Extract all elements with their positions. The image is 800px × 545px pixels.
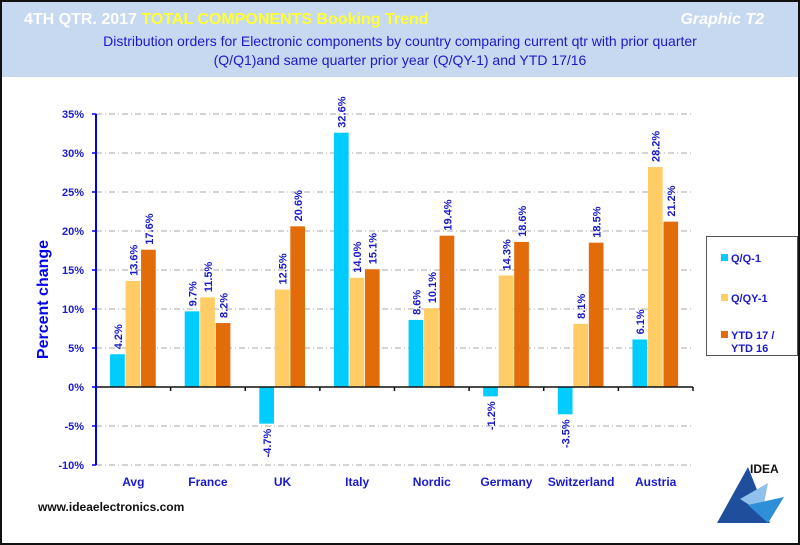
legend-label-qq1: Q/Q-1: [731, 253, 761, 265]
legend: Q/Q-1 Q/QY-1 YTD 17 / YTD 16: [706, 236, 798, 356]
y-tick-label: 0%: [68, 382, 84, 394]
y-tick-label: 5%: [68, 343, 84, 355]
legend-swatch-qqy1: [721, 294, 728, 301]
website-url[interactable]: www.ideaelectronics.com: [38, 500, 185, 514]
data-label: 21.2%: [666, 185, 678, 216]
legend-swatch-ytd: [721, 331, 728, 338]
y-tick-label: -5%: [64, 421, 84, 433]
data-label: 6.1%: [635, 309, 647, 334]
bar-2-3: [364, 269, 380, 387]
legend-item-qqy1: Q/QY-1: [721, 293, 768, 306]
bar-1-6: [573, 323, 589, 387]
title-highlight: TOTAL COMPONENTS Booking Trend: [141, 11, 429, 28]
data-label: 18.6%: [517, 206, 529, 237]
data-label: 20.6%: [293, 190, 305, 221]
data-label: 18.5%: [592, 206, 604, 237]
subtitle-line-2: (Q/Q1)and same quarter prior year (Q/QY-…: [213, 52, 587, 68]
data-label: 28.2%: [651, 131, 663, 162]
data-label: -4.7%: [262, 428, 274, 457]
data-label: 4.2%: [113, 324, 125, 349]
y-tick-label: 30%: [62, 148, 84, 160]
legend-item-ytd: YTD 17 / YTD 16: [721, 330, 774, 356]
bar-2-1: [215, 323, 231, 387]
x-tick-label: France: [188, 475, 228, 489]
data-label: 14.3%: [501, 239, 513, 270]
bar-0-3: [333, 132, 349, 387]
bar-0-0: [110, 354, 125, 387]
logo-text: IDEA: [750, 462, 779, 476]
data-label: 19.4%: [442, 199, 454, 230]
x-tick-label: Nordic: [413, 475, 451, 489]
data-label: 9.7%: [187, 281, 199, 306]
x-tick-label: Avg: [122, 475, 144, 489]
x-tick-label: Switzerland: [548, 475, 615, 489]
data-label: 15.1%: [368, 233, 380, 264]
bar-1-4: [424, 308, 439, 387]
legend-label-ytd-2: YTD 16: [731, 343, 769, 355]
data-label: 13.6%: [128, 245, 140, 276]
bar-0-1: [184, 311, 200, 387]
x-tick-label: UK: [274, 475, 292, 489]
header-banner: 4TH QTR. 2017 TOTAL COMPONENTS Booking T…: [2, 2, 798, 77]
bar-0-6: [557, 387, 573, 415]
bar-2-4: [439, 235, 455, 387]
bar-2-2: [290, 226, 306, 387]
data-label: -3.5%: [561, 419, 573, 448]
bar-1-5: [498, 275, 514, 387]
bar-1-0: [125, 280, 141, 387]
bar-0-4: [408, 319, 424, 387]
x-tick-label: Italy: [345, 475, 369, 489]
idea-logo-icon: [717, 467, 784, 523]
bar-0-5: [483, 387, 498, 397]
legend-item-qq1: Q/Q-1: [721, 253, 761, 266]
bar-2-7: [663, 221, 679, 387]
title-prefix: 4TH QTR. 2017: [24, 11, 137, 28]
x-tick-label: Germany: [480, 475, 532, 489]
legend-label-qqy1: Q/QY-1: [731, 293, 768, 305]
data-label: 17.6%: [144, 213, 156, 244]
data-label: 8.2%: [218, 293, 230, 318]
y-tick-label: 15%: [62, 265, 84, 277]
y-tick-label: 20%: [62, 226, 84, 238]
bar-2-0: [141, 249, 156, 387]
y-axis-title: Percent change: [35, 240, 52, 359]
chart-title: 4TH QTR. 2017 TOTAL COMPONENTS Booking T…: [24, 11, 429, 29]
y-tick-label: -10%: [58, 460, 84, 472]
data-label: 12.5%: [278, 253, 290, 284]
data-label: 11.5%: [203, 261, 215, 292]
bar-2-5: [514, 241, 529, 387]
data-label: -1.2%: [486, 401, 498, 430]
graphic-label: Graphic T2: [680, 11, 764, 28]
bar-1-7: [647, 167, 663, 387]
bar-1-1: [200, 297, 215, 387]
bar-0-7: [632, 339, 648, 387]
bar-0-2: [259, 387, 275, 424]
data-label: 32.6%: [337, 96, 349, 127]
bar-1-3: [349, 277, 365, 387]
legend-label-ytd-1: YTD 17 /: [731, 330, 775, 342]
bar-2-6: [588, 242, 604, 387]
data-label: 8.6%: [411, 290, 423, 315]
bar-1-2: [274, 289, 290, 387]
x-tick-label: Austria: [635, 475, 677, 489]
subtitle-line-1: Distribution orders for Electronic compo…: [103, 33, 697, 49]
y-tick-label: 10%: [62, 304, 84, 316]
y-tick-label: 35%: [62, 109, 84, 121]
y-tick-label: 25%: [62, 187, 84, 199]
legend-swatch-qq1: [721, 254, 728, 261]
data-label: 10.1%: [427, 272, 439, 303]
data-label: 14.0%: [352, 241, 364, 272]
data-label: 8.1%: [576, 294, 588, 319]
